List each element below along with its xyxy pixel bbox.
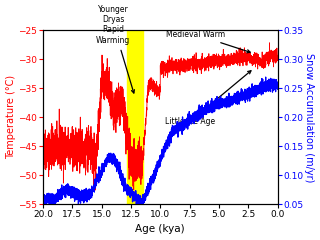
Y-axis label: Snow Accumulation (m/yr): Snow Accumulation (m/yr) (304, 53, 315, 182)
Text: Little Ice Age: Little Ice Age (164, 71, 251, 126)
Bar (127, 30, 143, 204)
Text: Younger
Dryas
Rapid
Warming: Younger Dryas Rapid Warming (96, 5, 134, 93)
X-axis label: Age (kya): Age (kya) (135, 224, 185, 234)
Y-axis label: Temperature (°C): Temperature (°C) (5, 75, 16, 159)
Text: Medieval Warm: Medieval Warm (166, 30, 250, 53)
